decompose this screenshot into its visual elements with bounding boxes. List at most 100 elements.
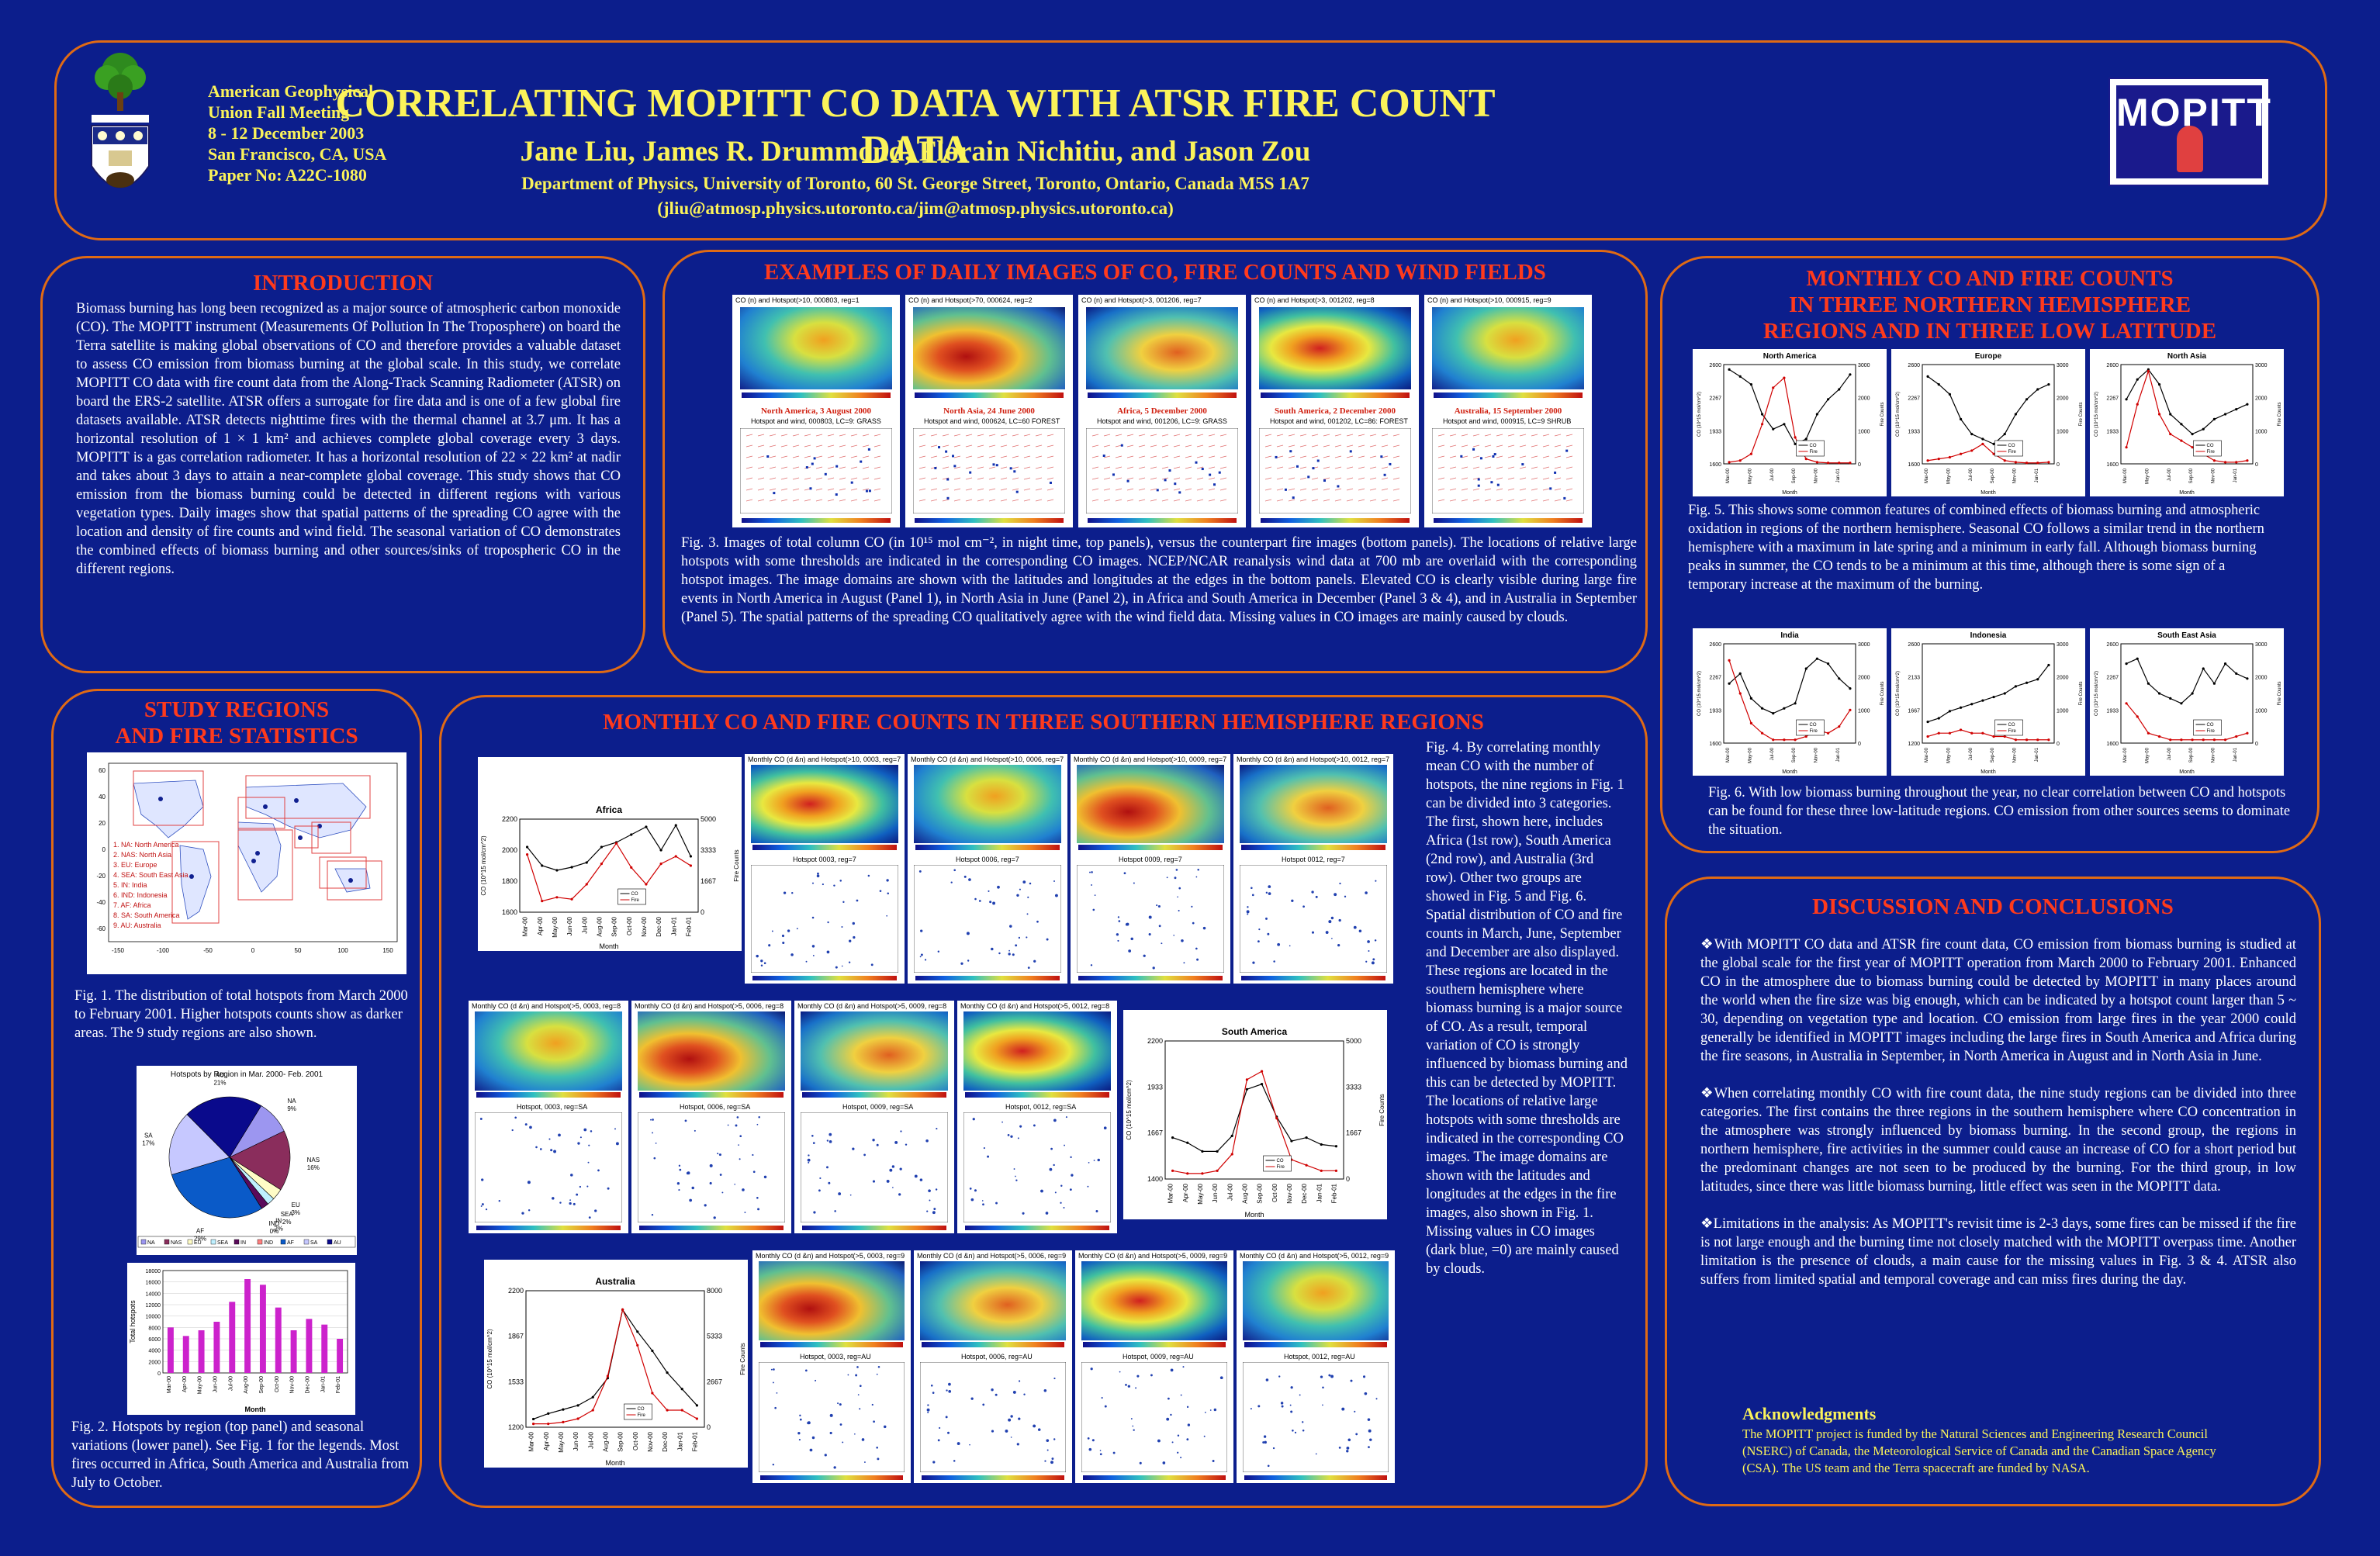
daily-panel-label: Australia, 15 September 2000 [1454,406,1562,416]
hotspot-dot [1112,1451,1116,1454]
hotspot-dot [1251,887,1253,890]
hotspot-map [638,1112,785,1222]
hotspot-dot [939,1426,941,1430]
data-point [689,855,693,858]
data-point [2003,433,2006,436]
hotspot-dot [1290,1386,1293,1389]
data-point [1926,459,1929,462]
wind-arrow [1035,434,1043,437]
legend-box [624,1403,652,1420]
wind-arrow [1472,434,1480,437]
y2-tick-label: 1000 [2255,429,2268,434]
wind-arrow [1323,466,1330,469]
hotspot-dot [738,1144,739,1146]
x-tick-label: May-00 [1748,468,1752,484]
wind-arrow [862,477,870,480]
wind-arrow [1484,499,1492,502]
data-point [2036,678,2039,681]
region-legend-item: 7. AF: Africa [113,901,151,909]
wind-arrow [1000,488,1008,491]
y2-axis-label: Fire Counts [2079,402,2084,426]
hotspot-dot [1203,1435,1206,1437]
data-point [1794,738,1797,742]
hotspot-dot [1164,479,1167,482]
legend-swatch [303,1239,310,1245]
south-america-maps: Monthly CO (d &n) and Hotspot(>5, 0003, … [469,1001,1117,1233]
hotspot-dot [1258,928,1261,931]
hotspot-dot [1563,496,1566,500]
hotspot-dot [1177,896,1178,898]
hotspot-dot [694,1129,696,1132]
wind-arrow [1138,499,1146,502]
data-point [659,863,662,866]
southern-heading: MONTHLY CO AND FIRE COUNTS IN THREE SOUT… [603,710,1484,735]
wind-arrow [1554,477,1562,480]
hotspot-dot [1070,1156,1072,1159]
fig2-pie-chart: Hotspots by Region in Mar. 2000- Feb. 20… [137,1066,357,1255]
hotspot-dot [1311,931,1315,934]
y-tick-label: 2267 [2106,676,2119,681]
y2-tick-label: 1000 [2255,708,2268,714]
wind-arrow [988,488,996,491]
hotspot-dot [876,1373,878,1375]
x-tick-label: Feb-01 [336,1376,341,1393]
hotspot-dot [1263,1435,1267,1438]
data-point [1783,423,1786,426]
hotspot-dot [1049,481,1052,484]
hotspot-dot [615,1142,619,1146]
hotspot-dot [597,1169,600,1172]
y2-tick-label: 3333 [1346,1083,1361,1091]
data-point [2223,461,2227,464]
wind-arrow [1299,444,1307,448]
wind-arrow [1449,499,1457,502]
discussion-heading: DISCUSSION AND CONCLUSIONS [1812,894,2174,919]
y2-tick-label: 0 [1858,462,1861,468]
wind-arrow [1126,488,1134,491]
hotspot-dot [796,928,798,930]
wind-arrow [1496,477,1503,480]
hotspot-dot [1090,1368,1093,1371]
hotspot-dot [905,1143,908,1146]
hotspot-map [1077,865,1224,973]
hotspot-dot [1328,920,1332,924]
wind-arrow [1264,466,1272,469]
data-point [2157,413,2161,416]
hotspot-dot [842,1441,844,1444]
hotspot-dot [1375,1398,1378,1400]
data-point [562,1420,565,1423]
daily-co-title: CO (n) and Hotspot(>70, 000624, reg=2 [908,296,1033,304]
wind-arrow [988,455,996,458]
hotspot-dot [879,890,882,892]
hotspot-dot [1365,960,1368,963]
hotspot-dot [811,945,815,948]
hotspot-dot [586,1185,589,1188]
hotspot-dot [781,934,785,938]
hotspot-dot [839,880,842,882]
data-point [1245,1078,1249,1081]
hotspot-dot [1196,958,1199,961]
map-tile: Monthly CO (d &n) and Hotspot(>5, 0003, … [469,1001,628,1233]
hotspot-dot [1201,468,1204,471]
wind-arrow [953,477,961,480]
daily-hotspot-wind-map [1432,428,1584,513]
series-line-co [1728,368,1851,445]
wind-arrow [1392,455,1400,458]
hotspot-dot [1180,1456,1182,1458]
wind-arrow [918,499,926,502]
wind-arrow [1531,499,1538,502]
data-point [2014,461,2018,464]
hotspot-dot [588,1216,591,1219]
hotspot-dot [995,1202,998,1205]
wind-arrow [1554,434,1562,437]
data-point [666,1409,669,1412]
hotspot-dot [1268,892,1271,895]
hotspot-frame [759,1362,905,1472]
data-point [2202,427,2205,430]
hotspot-dot [1037,1428,1041,1431]
data-point [1186,1172,1189,1175]
data-point [1783,738,1786,742]
hotspot-dot [809,1448,813,1452]
wind-arrow [1196,466,1204,469]
data-point [1749,721,1753,724]
pie-label: 16% [307,1164,320,1171]
